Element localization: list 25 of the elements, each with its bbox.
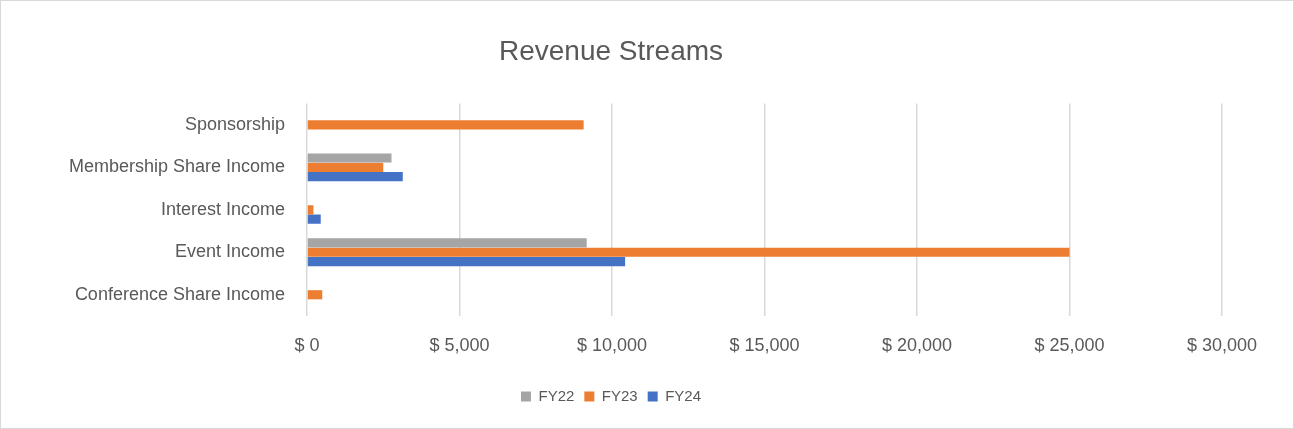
bar (307, 162, 384, 172)
chart-title: Revenue Streams (498, 34, 724, 66)
x-tick-label: $ 15,000 (729, 334, 800, 355)
y-tick-label: Sponsorship (184, 113, 285, 134)
x-tick-label: $ 5,000 (429, 334, 490, 355)
y-tick-label: Interest Income (160, 198, 285, 219)
legend-label: FY24 (665, 386, 702, 404)
legend-label: FY22 (538, 386, 575, 404)
legend-label: FY23 (601, 386, 638, 404)
x-tick-label: $ 20,000 (881, 334, 953, 355)
bar (307, 247, 1070, 257)
bar (307, 290, 323, 300)
x-tick-label: $ 30,000 (1186, 334, 1258, 355)
x-tick-label: $ 10,000 (576, 334, 648, 355)
y-tick-label: Conference Share Income (74, 283, 285, 304)
x-tick-label: $ 25,000 (1034, 334, 1105, 355)
y-tick-label: Membership Share Income (68, 156, 285, 177)
bar (307, 172, 403, 182)
bar (307, 120, 584, 130)
bar (307, 257, 626, 267)
bar (307, 214, 321, 224)
y-tick-label: Event Income (174, 241, 285, 262)
x-tick-label: $ 0 (294, 334, 320, 355)
bar (307, 153, 392, 163)
bar (307, 238, 587, 248)
